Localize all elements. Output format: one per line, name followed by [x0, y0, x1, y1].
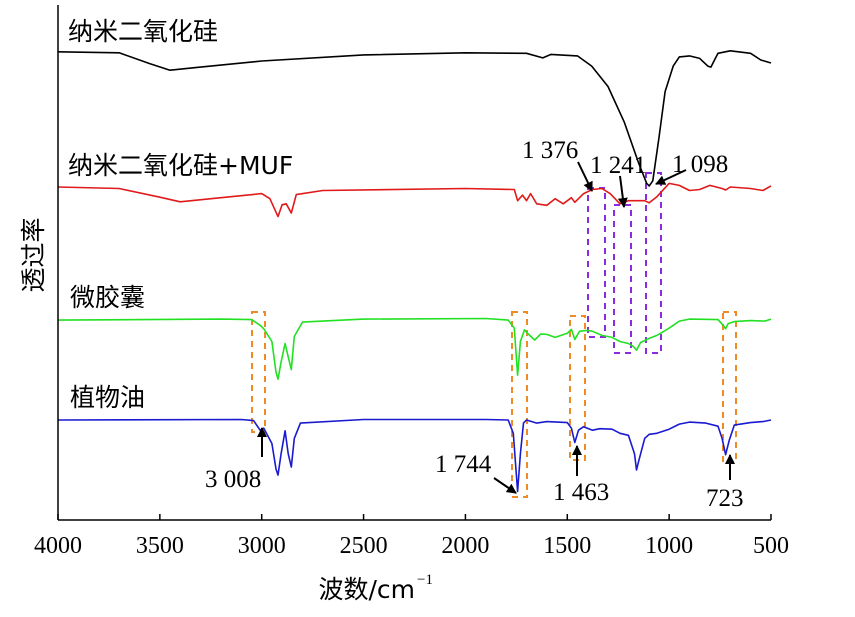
- peak-highlight-box-5: [613, 204, 632, 354]
- annotation-label-6: 1 098: [672, 151, 728, 178]
- peak-highlight-box-0: [251, 311, 266, 433]
- x-tick-label: 1000: [645, 533, 693, 559]
- y-axis-label: 透过率: [19, 217, 48, 292]
- series-label-2: 微胶囊: [70, 283, 145, 312]
- series-line-0: [57, 49, 772, 187]
- x-tick-label: 500: [753, 533, 789, 559]
- annotation-label-2: 1 463: [553, 479, 609, 506]
- series-label-0: 纳米二氧化硅: [68, 17, 218, 46]
- peak-highlight-box-4: [587, 187, 606, 338]
- x-tick-label: 3000: [238, 533, 286, 559]
- annotation-arrow-4: [577, 161, 593, 192]
- x-tick-label: 1500: [543, 533, 591, 559]
- annotation-arrow-1: [493, 477, 517, 494]
- x-tick-label: 2500: [340, 533, 388, 559]
- annotation-arrow-5: [617, 175, 628, 208]
- series-line-2: [57, 317, 772, 381]
- series-label-1: 纳米二氧化硅+MUF: [68, 151, 293, 180]
- series-line-3: [57, 418, 772, 493]
- annotation-label-1: 1 744: [435, 451, 492, 478]
- annotation-arrow-6: [655, 169, 687, 185]
- annotation-label-4: 1 376: [522, 137, 578, 164]
- x-axis-label: 波数/cm: [318, 575, 415, 604]
- peak-highlight-box-2: [569, 315, 586, 461]
- annotation-label-0: 3 008: [205, 466, 261, 493]
- series-line-1: [57, 182, 772, 218]
- x-tick-label: 4000: [34, 533, 82, 559]
- x-axis-label-sup: −1: [417, 572, 433, 588]
- x-tick-label: 2000: [441, 533, 489, 559]
- series-label-3: 植物油: [70, 383, 145, 412]
- annotation-label-5: 1 241: [590, 152, 646, 179]
- x-tick-label: 3500: [136, 533, 184, 559]
- annotation-label-3: 723: [706, 485, 744, 512]
- peak-highlight-box-6: [645, 172, 662, 354]
